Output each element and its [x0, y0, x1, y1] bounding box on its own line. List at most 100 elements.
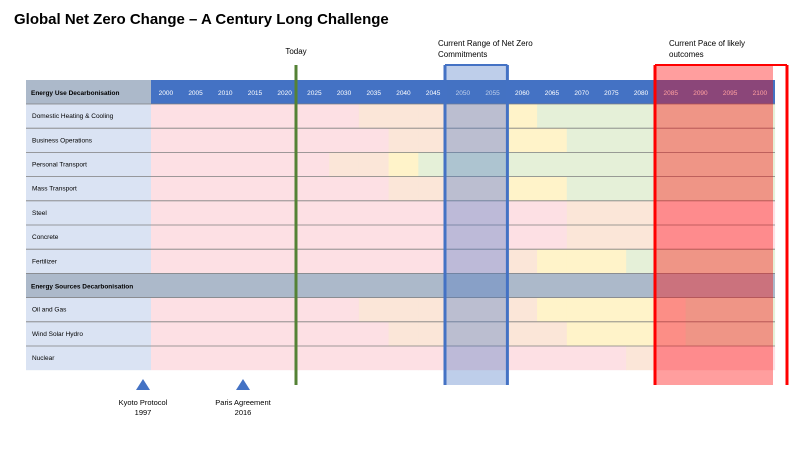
year-tick-label: 2055 [485, 90, 500, 97]
heatmap-cell [299, 321, 330, 346]
heatmap-cell [626, 321, 657, 346]
heatmap-cell [299, 176, 330, 201]
heatmap-cell [685, 321, 716, 346]
heatmap-cell [745, 249, 776, 274]
heatmap-cell [210, 249, 241, 274]
heatmap-cell [745, 152, 776, 177]
heatmap-cell [448, 346, 479, 371]
heatmap-cell [329, 297, 360, 322]
heatmap-cell [240, 104, 271, 129]
year-tick-label: 2075 [604, 90, 619, 97]
section-header-label: Energy Use Decarbonisation [31, 90, 120, 97]
heatmap-cell [329, 104, 360, 129]
heatmap-cell [358, 104, 389, 129]
row-label-cell [26, 128, 151, 153]
heatmap-cell [299, 225, 330, 250]
heatmap-cell [151, 104, 182, 129]
year-tick-label: 2005 [188, 90, 203, 97]
year-tick-label: 2025 [307, 90, 322, 97]
heatmap-cell [596, 346, 627, 371]
heatmap-cell [655, 321, 686, 346]
heatmap-cell [240, 297, 271, 322]
event-year: 2016 [235, 408, 252, 417]
heatmap-cell [596, 200, 627, 225]
heatmap-cell [566, 225, 597, 250]
heatmap-cell [151, 225, 182, 250]
heatmap-cell [715, 152, 746, 177]
heatmap-cell [566, 346, 597, 371]
heatmap-cell [210, 176, 241, 201]
row-label: Business Operations [32, 137, 93, 144]
heatmap-cell [596, 225, 627, 250]
heatmap-cell [240, 128, 271, 153]
heatmap-cell [715, 200, 746, 225]
heatmap-cell [358, 321, 389, 346]
year-header-bar [151, 80, 775, 104]
heatmap-cell [477, 200, 508, 225]
heatmap-cell [477, 346, 508, 371]
heatmap-cell [655, 104, 686, 129]
heatmap-cell [448, 321, 479, 346]
heatmap-cell [715, 321, 746, 346]
row-label-cell [26, 346, 151, 371]
heatmap-cell [210, 346, 241, 371]
heatmap-cell [210, 152, 241, 177]
heatmap-cell [537, 152, 568, 177]
heatmap-cell [180, 346, 211, 371]
year-tick-label: 2095 [723, 90, 738, 97]
heatmap-cell [448, 152, 479, 177]
heatmap-cell [596, 152, 627, 177]
heatmap-cell [388, 200, 419, 225]
heatmap-cell [537, 321, 568, 346]
event-triangle-icon [236, 379, 250, 390]
heatmap-cell [358, 249, 389, 274]
heatmap-cell [477, 297, 508, 322]
heatmap-cell [358, 200, 389, 225]
heatmap-cell [685, 346, 716, 371]
heatmap-cell [448, 200, 479, 225]
heatmap-cell [329, 128, 360, 153]
heatmap-cell [745, 321, 776, 346]
heatmap-cell [180, 104, 211, 129]
heatmap-cell [358, 152, 389, 177]
heatmap-cell [180, 225, 211, 250]
heatmap-cell [566, 249, 597, 274]
heatmap-cell [685, 225, 716, 250]
heatmap-cell [596, 176, 627, 201]
year-tick-label: 2000 [159, 90, 174, 97]
heatmap-cell [180, 200, 211, 225]
commitments-range-label-box: Current Range of Net Zero Commitments [438, 39, 533, 59]
event-label: Paris Agreement [215, 398, 271, 407]
heatmap-cell [418, 225, 449, 250]
heatmap-cell [358, 297, 389, 322]
heatmap-cell [180, 297, 211, 322]
row-label-cell [26, 249, 151, 274]
heatmap-cell [507, 176, 538, 201]
year-tick-label: 2050 [456, 90, 471, 97]
heatmap-cell [655, 200, 686, 225]
heatmap-cell [655, 297, 686, 322]
heatmap-cell [329, 225, 360, 250]
row-label-cell [26, 321, 151, 346]
heatmap-cell [180, 176, 211, 201]
heatmap-cell [537, 297, 568, 322]
year-tick-label: 2100 [753, 90, 768, 97]
heatmap-cell [240, 152, 271, 177]
heatmap-cell [448, 176, 479, 201]
heatmap-cell [537, 225, 568, 250]
section-header-label: Energy Sources Decarbonisation [31, 284, 133, 291]
commitments-range-label: Current Range of Net Zero Commitments [438, 39, 533, 59]
heatmap-cell [566, 128, 597, 153]
heatmap-cell [507, 128, 538, 153]
row-label-cell [26, 104, 151, 129]
row-label: Domestic Heating & Cooling [32, 113, 114, 120]
year-tick-label: 2020 [277, 90, 292, 97]
heatmap-cell [240, 225, 271, 250]
heatmap-cell [685, 249, 716, 274]
heatmap-cell [388, 346, 419, 371]
heatmap-cell [448, 225, 479, 250]
heatmap-cell [655, 128, 686, 153]
heatmap-cell [299, 249, 330, 274]
likely-outcomes-label-box: Current Pace of likely outcomes [669, 39, 745, 59]
heatmap-cell [180, 321, 211, 346]
